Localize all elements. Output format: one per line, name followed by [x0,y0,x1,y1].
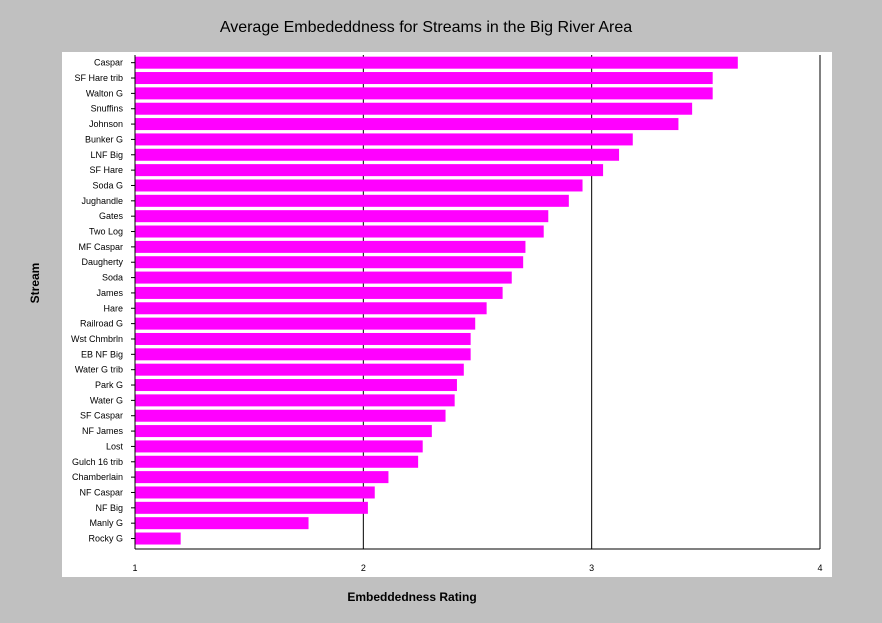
bar [135,517,309,530]
y-tick-label: Jughandle [81,196,123,206]
plot-panel: 1 2 3 4 Caspar SF Hare trib Walton G Snuffins Jo… [62,52,832,577]
bar [135,87,713,100]
y-tick-label: NF Caspar [79,487,123,497]
y-tick-label: James [96,288,123,298]
y-tick-label: Hare [103,303,123,313]
bar [135,56,738,69]
x-tick-label: 1 [132,563,137,573]
bar [135,148,620,161]
y-axis-label: Stream [28,262,42,304]
bar [135,225,544,238]
bar [135,455,419,468]
x-tick-label: 2 [361,563,366,573]
bar [135,302,487,315]
y-tick-label: Manly G [89,518,123,528]
y-tick-label: Bunker G [85,134,123,144]
y-tick-label: Lost [106,441,124,451]
bar [135,210,549,223]
bar [135,486,375,499]
bar [135,471,389,484]
y-tick-label: EB NF Big [81,349,123,359]
bar [135,532,181,545]
bar [135,118,679,131]
y-tick-label: SF Hare trib [74,73,123,83]
bar [135,501,368,514]
y-tick-label: Daugherty [81,257,123,267]
bar [135,133,633,146]
y-tick-label: Two Log [89,227,123,237]
bar [135,164,604,177]
y-tick-label: LNF Big [90,150,123,160]
y-tick-label: SF Hare [89,165,123,175]
y-tick-label: Snuffins [91,104,124,114]
bar [135,179,583,192]
x-axis-label: Embeddedness Rating [347,590,477,604]
y-tick-label: Gulch 16 trib [72,457,123,467]
bar [135,379,457,392]
bar [135,317,476,330]
y-tick-label: Water G trib [75,365,123,375]
chart-title: Average Embededdness for Streams in the … [219,19,633,36]
bar [135,425,432,438]
bar [135,102,693,115]
bar [135,363,464,376]
x-tick-label: 4 [817,563,822,573]
y-tick-label: Rocky G [88,534,123,544]
bar [135,394,455,407]
bar [135,409,446,422]
bar [135,348,471,361]
bar [135,440,423,453]
bar [135,72,713,85]
y-tick-label: NF James [82,426,124,436]
y-tick-label: Caspar [94,58,123,68]
y-tick-label: Soda G [92,180,123,190]
y-tick-label: Park G [95,380,123,390]
x-tick-label: 3 [589,563,594,573]
y-tick-label: Johnson [89,119,123,129]
bar [135,256,524,269]
bar [135,194,569,207]
y-tick-label: Wst Chmbrln [71,334,123,344]
y-tick-label: Railroad G [80,319,123,329]
y-tick-label: SF Caspar [80,411,123,421]
bar [135,271,512,284]
y-tick-label: NF Big [95,503,123,513]
y-tick-label: Gates [99,211,124,221]
bar [135,332,471,345]
bar-chart: 1 2 3 4 Caspar SF Hare trib Walton G Snuffins Jo… [71,55,823,573]
y-tick-label: Soda [102,273,123,283]
y-tick-label: Walton G [86,88,123,98]
y-tick-label: Chamberlain [72,472,123,482]
bar [135,286,503,299]
y-tick-label: MF Caspar [78,242,123,252]
y-tick-label: Water G [90,395,123,405]
bar [135,240,526,253]
